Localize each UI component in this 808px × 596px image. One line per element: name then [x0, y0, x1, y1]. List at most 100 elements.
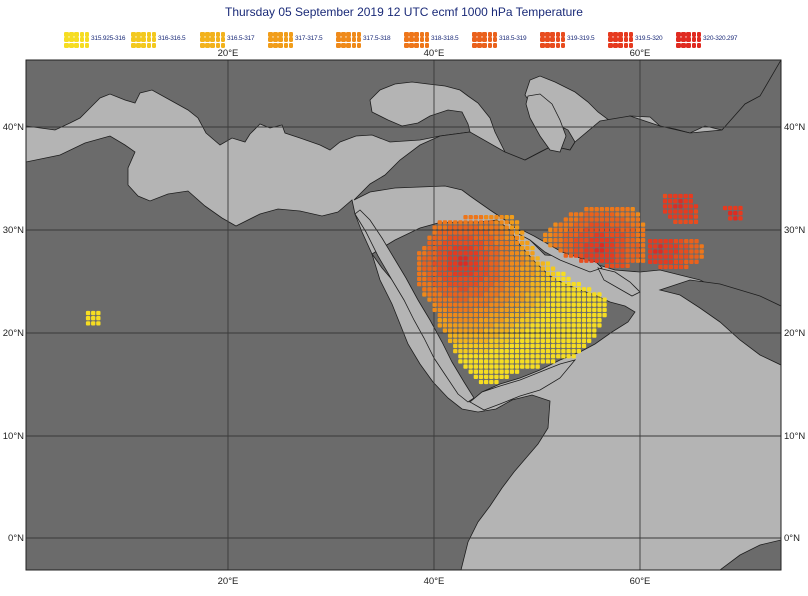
temperature-cell: [484, 261, 489, 266]
temperature-cell: [530, 297, 535, 302]
temperature-cell: [463, 261, 468, 266]
legend-label: 319-319.5: [567, 35, 595, 42]
temperature-cell: [561, 287, 566, 292]
temperature-cell: [453, 240, 458, 246]
temperature-cell: [509, 287, 515, 292]
temperature-cell: [484, 292, 489, 297]
temperature-cell: [437, 292, 442, 297]
temperature-cell: [473, 354, 478, 359]
temperature-cell: [427, 256, 432, 261]
temperature-cell: [447, 235, 453, 240]
temperature-cell: [673, 209, 678, 214]
temperature-cell: [468, 282, 473, 287]
temperature-cell: [509, 256, 515, 261]
temperature-cell: [599, 217, 604, 222]
temperature-cell: [504, 348, 509, 354]
temperature-cell: [561, 348, 566, 354]
temperature-cell: [530, 307, 535, 313]
land-africa: [26, 135, 551, 570]
temperature-cell: [545, 318, 551, 323]
temperature-cell: [550, 302, 556, 307]
temperature-cell: [556, 312, 561, 318]
temperature-cell: [579, 232, 584, 238]
temperature-cell: [447, 251, 453, 256]
temperature-cell: [673, 193, 678, 199]
temperature-cell: [463, 256, 468, 261]
temperature-cell: [478, 374, 484, 379]
temperature-cell: [504, 240, 509, 246]
temperature-cell: [499, 359, 504, 364]
temperature-cell: [91, 310, 96, 316]
temperature-cell: [694, 254, 699, 259]
temperature-cell: [592, 307, 597, 313]
temperature-cell: [599, 232, 604, 238]
temperature-cell: [432, 302, 437, 307]
temperature-cell: [453, 318, 458, 323]
temperature-cell: [540, 302, 545, 307]
temperature-cell: [509, 348, 515, 354]
temperature-cell: [489, 261, 494, 266]
temperature-cell: [689, 259, 694, 264]
temperature-cell: [458, 271, 463, 276]
temperature-cell: [427, 282, 432, 287]
temperature-cell: [437, 276, 442, 282]
temperature-cell: [684, 264, 689, 270]
temperature-cell: [548, 232, 553, 238]
temperature-cell: [478, 312, 484, 318]
temperature-cell: [432, 245, 437, 251]
temperature-cell: [673, 204, 678, 209]
temperature-cell: [504, 215, 509, 220]
temperature-cell: [581, 302, 587, 307]
temperature-cell: [688, 209, 693, 214]
temperature-cell: [673, 219, 678, 224]
temperature-cell: [581, 328, 587, 333]
temperature-cell: [525, 338, 530, 343]
temperature-cell: [556, 318, 561, 323]
temperature-cell: [494, 348, 499, 354]
temperature-cell: [658, 244, 663, 249]
legend-swatch: [268, 32, 294, 48]
temperature-cell: [458, 266, 463, 271]
temperature-cell: [473, 297, 478, 302]
temperature-cell: [504, 307, 509, 313]
temperature-cell: [728, 211, 733, 216]
temperature-cell: [599, 222, 604, 227]
temperature-cell: [432, 225, 437, 230]
temperature-cell: [442, 251, 448, 256]
temperature-cell: [453, 271, 458, 276]
temperature-cell: [568, 222, 574, 227]
temperature-cell: [550, 297, 556, 302]
temperature-cell: [509, 307, 515, 313]
temperature-cell: [640, 237, 646, 243]
legend-label: 315.925-316: [91, 35, 126, 42]
temperature-cell: [514, 271, 520, 276]
temperature-cell: [489, 354, 494, 359]
temperature-cell: [463, 323, 468, 328]
temperature-cell: [509, 292, 515, 297]
temperature-cell: [468, 354, 473, 359]
temperature-cell: [514, 307, 520, 313]
temperature-cell: [427, 245, 432, 251]
legend-label: 319.5-320: [635, 35, 663, 42]
temperature-cell: [514, 369, 520, 374]
temperature-cell: [594, 217, 599, 222]
temperature-cell: [545, 323, 551, 328]
temperature-cell: [584, 248, 589, 253]
temperature-cell: [530, 245, 535, 251]
temperature-cell: [610, 263, 615, 268]
temperature-cell: [579, 253, 584, 258]
temperature-cell: [576, 302, 581, 307]
temperature-cell: [581, 333, 587, 338]
temperature-cell: [478, 287, 484, 292]
temperature-cell: [442, 266, 448, 271]
temperature-cell: [473, 348, 478, 354]
land-india: [658, 279, 781, 366]
temperature-cell: [417, 256, 422, 261]
temperature-cell: [693, 219, 699, 224]
legend-label: 317.5-318: [363, 35, 391, 42]
temperature-cell: [484, 282, 489, 287]
temperature-cell: [525, 302, 530, 307]
temperature-cell: [447, 323, 453, 328]
temperature-cell: [566, 292, 571, 297]
temperature-cell: [489, 359, 494, 364]
